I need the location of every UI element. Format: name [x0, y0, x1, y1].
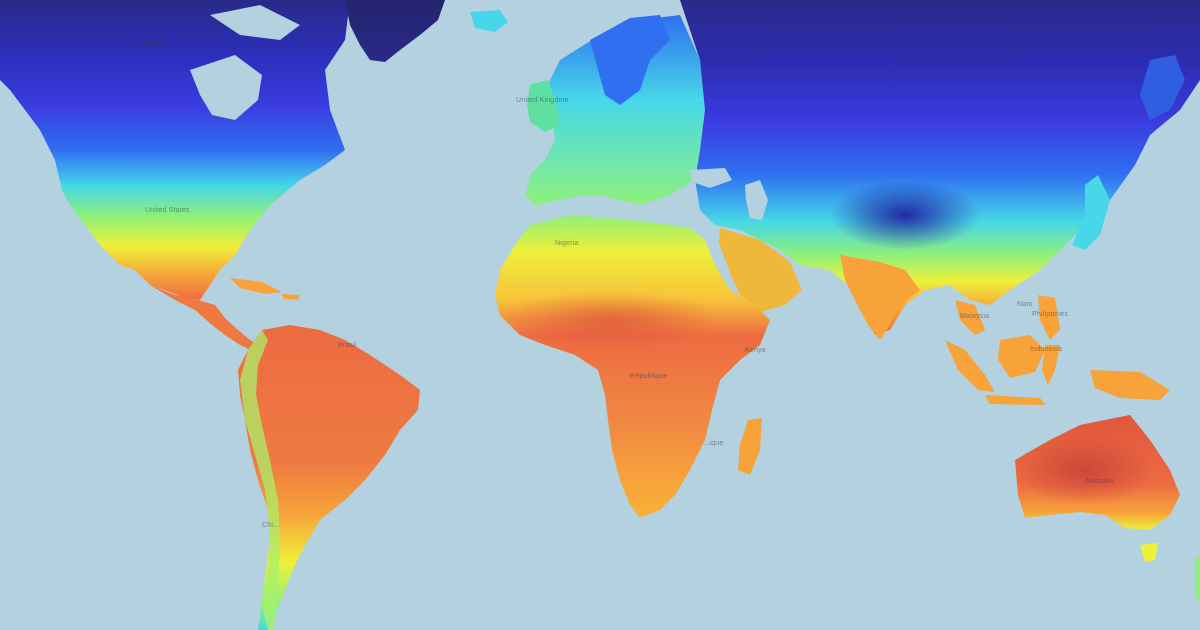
borneo[interactable]: [998, 335, 1045, 378]
madagascar[interactable]: [738, 418, 762, 475]
scandinavia[interactable]: [590, 15, 670, 105]
central-america[interactable]: [150, 285, 262, 352]
tibetan-plateau: [830, 180, 980, 250]
sulawesi[interactable]: [1042, 345, 1060, 385]
new-zealand[interactable]: [1195, 555, 1200, 600]
south-america[interactable]: [238, 325, 420, 630]
arctic-channel: [210, 5, 300, 40]
red-sea: [705, 235, 740, 305]
africa[interactable]: [495, 215, 770, 518]
hispaniola[interactable]: [282, 294, 300, 300]
north-america[interactable]: [0, 0, 350, 300]
malay-peninsula[interactable]: [955, 300, 985, 335]
sumatra[interactable]: [945, 340, 995, 392]
british-isles[interactable]: [527, 80, 560, 132]
japan[interactable]: [1072, 175, 1110, 250]
australia-interior-hot: [1015, 435, 1155, 505]
asia[interactable]: [680, 0, 1200, 335]
arabian-peninsula[interactable]: [718, 228, 802, 312]
india[interactable]: [840, 255, 920, 340]
cuba[interactable]: [230, 278, 282, 294]
europe[interactable]: [525, 15, 705, 205]
tasmania[interactable]: [1140, 543, 1158, 562]
hudson-bay: [190, 55, 262, 120]
philippines[interactable]: [1038, 295, 1060, 340]
kamchatka[interactable]: [1140, 55, 1185, 120]
new-guinea[interactable]: [1090, 370, 1170, 400]
andes: [240, 330, 280, 630]
mediterranean-sea: [560, 195, 690, 222]
caspian-sea: [745, 180, 768, 220]
java[interactable]: [985, 395, 1045, 405]
black-sea: [690, 168, 732, 188]
greenland[interactable]: [345, 0, 445, 62]
sahel-hot-zone: [500, 290, 720, 350]
iceland[interactable]: [470, 10, 508, 32]
